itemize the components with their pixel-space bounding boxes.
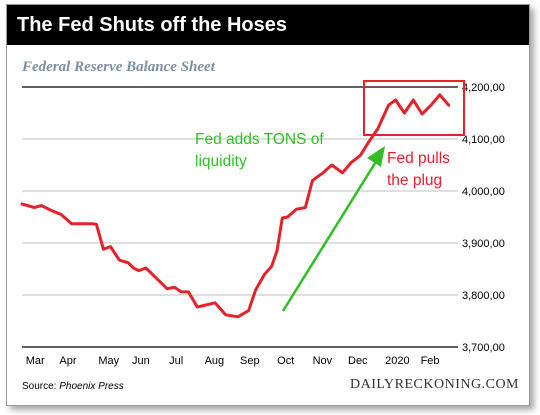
x-tick-label: Feb [421,355,440,367]
y-tick-label: 3,900,00 [462,238,505,250]
x-tick-label: Apr [59,355,76,367]
x-tick-label: Aug [205,355,225,367]
chart-card: The Fed Shuts off the Hoses Federal Rese… [6,4,530,406]
x-tick-label: Oct [277,355,294,367]
annotation-red-line1: Fed pulls [387,150,450,167]
y-axis-ticks: 3,700,00 3,800,00 3,900,00 4,000,00 4,100,00… [462,82,505,354]
highlight-box [363,80,465,136]
chart-title: The Fed Shuts off the Hoses [7,5,529,45]
y-tick-label: 3,800,00 [462,290,505,302]
series-line [20,93,451,319]
x-tick-label: May [98,355,119,367]
grid-lines [22,86,458,348]
annotation-green-line1: Fed adds TONS of [195,131,324,148]
x-tick-label: Mar [26,355,45,367]
series-group [20,93,451,319]
trend-arrow [281,146,385,312]
y-tick-label: 3,700,00 [462,342,505,354]
source-name: Phoenix Press [59,381,124,392]
x-tick-label: Nov [313,355,333,367]
x-tick-label: Jul [169,355,183,367]
x-tick-label: Sep [240,355,260,367]
source-prefix: Source: [22,381,60,392]
x-tick-label: Jun [132,355,150,367]
x-axis-ticks: Mar Apr May Jun Jul Aug Sep Oct Nov Dec 2020 Feb [26,355,440,367]
x-tick-label: 2020 [385,355,409,367]
source-note: Source: Phoenix Press [22,381,124,392]
brand-watermark: DAILYRECKONING.COM [350,377,519,392]
x-tick-label: Dec [348,355,368,367]
chart-subtitle: Federal Reserve Balance Sheet [22,59,215,75]
balance-sheet-chart: 3,700,00 3,800,00 3,900,00 4,000,00 4,100,00… [20,80,505,367]
trend-arrow-shaft [281,159,379,312]
y-tick-label: 4,000,00 [462,186,505,198]
annotation-green-line2: liquidity [195,153,247,170]
y-tick-label: 4,200,00 [462,82,505,94]
y-tick-label: 4,100,00 [462,134,505,146]
annotation-red-line2: the plug [387,172,442,189]
trend-arrow-head [367,146,385,167]
